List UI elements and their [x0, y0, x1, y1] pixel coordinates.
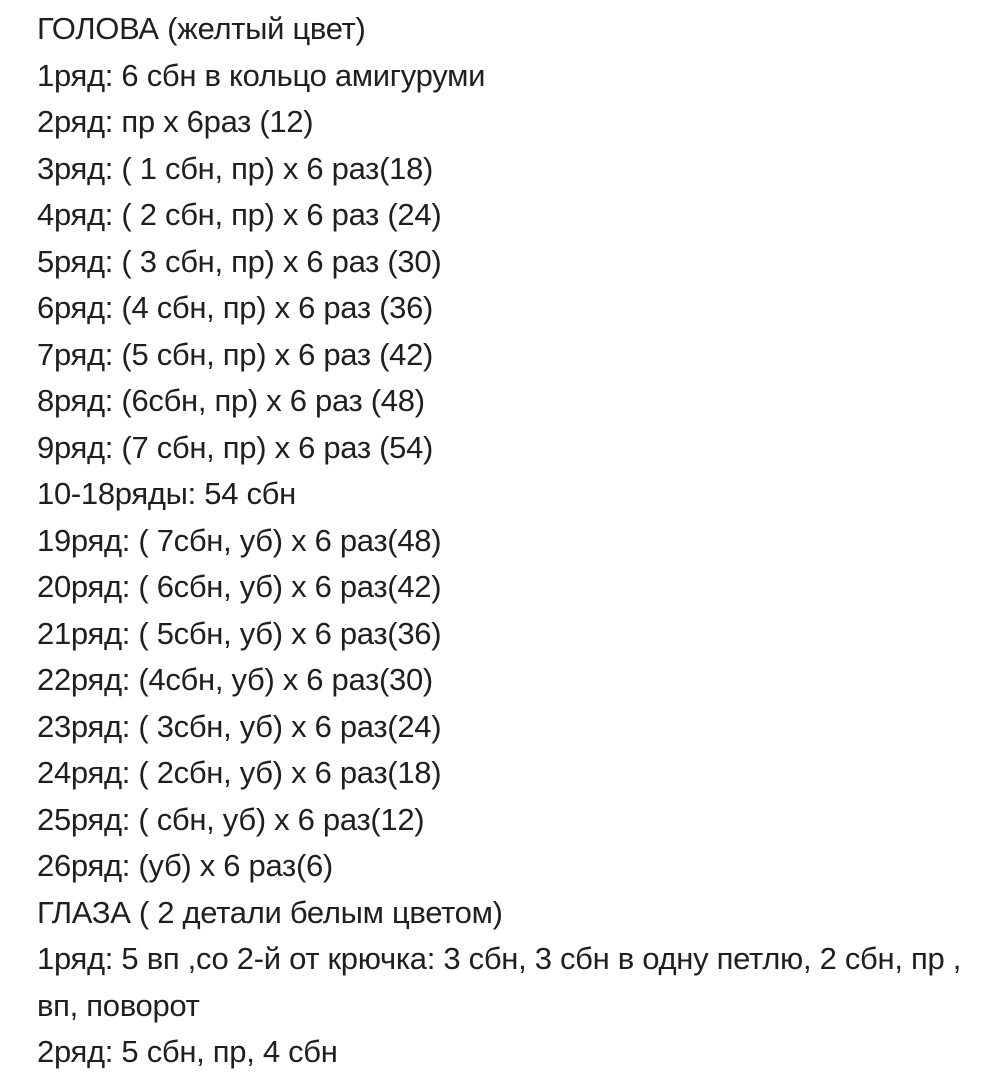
- pattern-row: 1ряд: 5 вп ,со 2-й от крючка: 3 сбн, 3 с…: [37, 941, 962, 1023]
- section-heading: ГЛАЗА ( 2 детали белым цветом): [37, 894, 503, 930]
- pattern-row: 19ряд: ( 7сбн, уб) х 6 раз(48): [37, 522, 442, 558]
- pattern-row: 4ряд: ( 2 сбн, пр) х 6 раз (24): [37, 197, 442, 232]
- pattern-row: 8ряд: (6сбн, пр) х 6 раз (48): [37, 383, 425, 418]
- pattern-row: 3ряд: ( 1 сбн, пр) х 6 раз(18): [37, 150, 434, 186]
- pattern-row: 9ряд: (7 сбн, пр) х 6 раз (54): [37, 429, 434, 465]
- pattern-row: 22ряд: (4сбн, уб) х 6 раз(30): [37, 662, 433, 697]
- pattern-row: 1ряд: 6 сбн в кольцо амигуруми: [37, 57, 486, 93]
- pattern-text: ГОЛОВА (желтый цвет) 1ряд: 6 сбн в кольцо…: [37, 6, 992, 1076]
- pattern-row: 6ряд: (4 сбн, пр) х 6 раз (36): [37, 290, 434, 325]
- pattern-row: 7ряд: (5 сбн, пр) х 6 раз (42): [37, 336, 434, 372]
- pattern-row: 2ряд: пр х 6раз (12): [37, 104, 314, 139]
- pattern-row: 2ряд: 5 сбн, пр, 4 сбн: [37, 1034, 338, 1069]
- pattern-row: 20ряд: ( 6сбн, уб) х 6 раз(42): [37, 569, 442, 604]
- pattern-row: 5ряд: ( 3 сбн, пр) х 6 раз (30): [37, 243, 442, 279]
- pattern-row: 10-18ряды: 54 сбн: [37, 476, 296, 511]
- pattern-row: 26ряд: (уб) х 6 раз(6): [37, 848, 333, 883]
- pattern-row: 24ряд: ( 2сбн, уб) х 6 раз(18): [37, 755, 442, 790]
- pattern-row: 23ряд: ( 3сбн, уб) х 6 раз(24): [37, 708, 442, 744]
- pattern-row: 21ряд: ( 5сбн, уб) х 6 раз(36): [37, 615, 442, 651]
- section-heading: ГОЛОВА (желтый цвет): [37, 11, 366, 46]
- pattern-row: 25ряд: ( сбн, уб) х 6 раз(12): [37, 801, 425, 837]
